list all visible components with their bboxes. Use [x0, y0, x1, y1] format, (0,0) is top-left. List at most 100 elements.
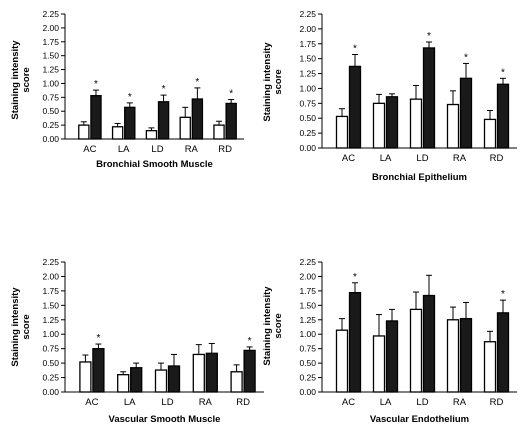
- y-tick-label: 1.00: [42, 78, 59, 88]
- y-tick-label: 2.00: [42, 23, 59, 33]
- panel-2: 0.00 0.25 0.50 0.75 1.00 1.25 1.50 1.75 2.00 2.25…: [262, 9, 517, 183]
- bar: [496, 312, 510, 393]
- panel-1: 0.00 0.25 0.50 0.75 1.00 1.25 1.50 1.75 2.00 2.25…: [10, 9, 244, 170]
- panel-4: 0.00 0.25 0.50 0.75 1.00 1.25 1.50 1.75 2.00 2.25…: [262, 257, 517, 425]
- y-axis-label: Staining intensityscore: [262, 286, 284, 366]
- y-axis-label-line: Staining intensity: [262, 42, 273, 122]
- y-axis-label-line: Staining intensity: [262, 286, 273, 366]
- y-tick-label: 2.25: [42, 9, 59, 19]
- y-tick-label: 1.75: [299, 286, 316, 296]
- bar: [79, 361, 92, 393]
- bar: [446, 319, 460, 393]
- y-axis-label-line: score: [273, 69, 284, 94]
- category-label: AC: [85, 397, 98, 408]
- category-label: RD: [490, 153, 504, 164]
- category-label: LD: [161, 397, 173, 408]
- bar: [111, 126, 124, 140]
- y-tick-label: 2.00: [299, 24, 316, 34]
- y-tick-label: 0.50: [299, 358, 316, 368]
- category-label: RA: [453, 153, 467, 164]
- y-tick-label: 0.50: [299, 113, 316, 123]
- bar: [205, 352, 218, 393]
- bar: [409, 308, 423, 393]
- x-axis-title: Bronchial Epithelium: [372, 172, 467, 183]
- bar: [335, 115, 349, 149]
- category-label: LA: [380, 397, 392, 408]
- significance-marker: *: [94, 79, 98, 90]
- significance-marker: *: [501, 289, 505, 300]
- bar: [167, 365, 181, 393]
- y-tick-label: 0.00: [299, 387, 316, 397]
- bar: [385, 320, 399, 393]
- category-label: LA: [124, 397, 136, 408]
- y-tick-label: 1.75: [42, 37, 59, 47]
- significance-marker: *: [353, 43, 357, 54]
- bar: [422, 47, 436, 149]
- y-axis-label-line: Staining intensity: [10, 287, 21, 367]
- category-label: LD: [416, 397, 428, 408]
- bar: [459, 77, 473, 149]
- bar: [192, 353, 205, 393]
- category-label: LD: [151, 144, 163, 155]
- y-tick-label: 1.25: [42, 65, 59, 75]
- bar: [459, 317, 473, 393]
- y-axis-label-line: score: [273, 313, 284, 338]
- y-tick-label: 1.50: [299, 54, 316, 64]
- bar: [348, 65, 362, 149]
- bar: [92, 348, 105, 393]
- bar: [496, 83, 510, 149]
- significance-marker: *: [96, 333, 100, 344]
- y-tick-label: 0.50: [42, 106, 59, 116]
- y-tick-label: 0.25: [42, 373, 59, 383]
- bar: [130, 367, 143, 393]
- bar: [179, 116, 191, 140]
- y-tick-label: 1.75: [299, 39, 316, 49]
- category-label: AC: [342, 153, 355, 164]
- y-tick-label: 2.25: [299, 257, 316, 267]
- significance-marker: *: [353, 272, 357, 283]
- y-tick-label: 1.00: [299, 329, 316, 339]
- bar: [225, 102, 237, 140]
- bar: [230, 371, 243, 393]
- y-tick-label: 0.25: [299, 373, 316, 383]
- bar: [446, 103, 460, 149]
- category-label: RD: [236, 397, 250, 408]
- category-label: LD: [416, 153, 428, 164]
- y-tick-label: 1.50: [299, 300, 316, 310]
- significance-marker: *: [162, 84, 166, 95]
- y-axis-label: Staining intensityscore: [262, 42, 284, 122]
- y-tick-label: 2.25: [299, 9, 316, 19]
- bar: [335, 329, 349, 393]
- y-tick-label: 2.00: [299, 271, 316, 281]
- y-tick-label: 0.50: [42, 358, 59, 368]
- y-tick-label: 1.50: [42, 51, 59, 61]
- category-label: AC: [342, 397, 355, 408]
- y-tick-label: 1.25: [299, 69, 316, 79]
- significance-marker: *: [501, 67, 505, 78]
- bar: [409, 98, 423, 149]
- bar: [348, 291, 362, 393]
- bar: [78, 124, 90, 140]
- y-tick-label: 1.00: [42, 329, 59, 339]
- y-axis-label-line: score: [21, 314, 32, 339]
- y-tick-label: 1.25: [299, 315, 316, 325]
- bar: [372, 102, 386, 149]
- bar: [145, 130, 158, 140]
- bar: [90, 95, 102, 140]
- y-tick-label: 0.00: [42, 387, 59, 397]
- y-tick-label: 0.25: [42, 120, 59, 130]
- bar: [154, 369, 168, 393]
- y-axis-label-line: Staining intensity: [10, 40, 21, 120]
- significance-marker: *: [229, 89, 233, 100]
- category-label: LA: [118, 144, 130, 155]
- bar: [124, 106, 136, 140]
- y-tick-label: 0.75: [42, 344, 59, 354]
- x-axis-title: Bronchial Smooth Muscle: [96, 159, 213, 170]
- bar: [483, 118, 497, 149]
- y-tick-label: 2.00: [42, 271, 59, 281]
- bar: [483, 341, 497, 393]
- x-axis-title: Vascular Endothelium: [370, 414, 469, 425]
- significance-marker: *: [464, 52, 468, 63]
- category-label: RA: [199, 397, 213, 408]
- y-tick-label: 1.00: [299, 83, 316, 93]
